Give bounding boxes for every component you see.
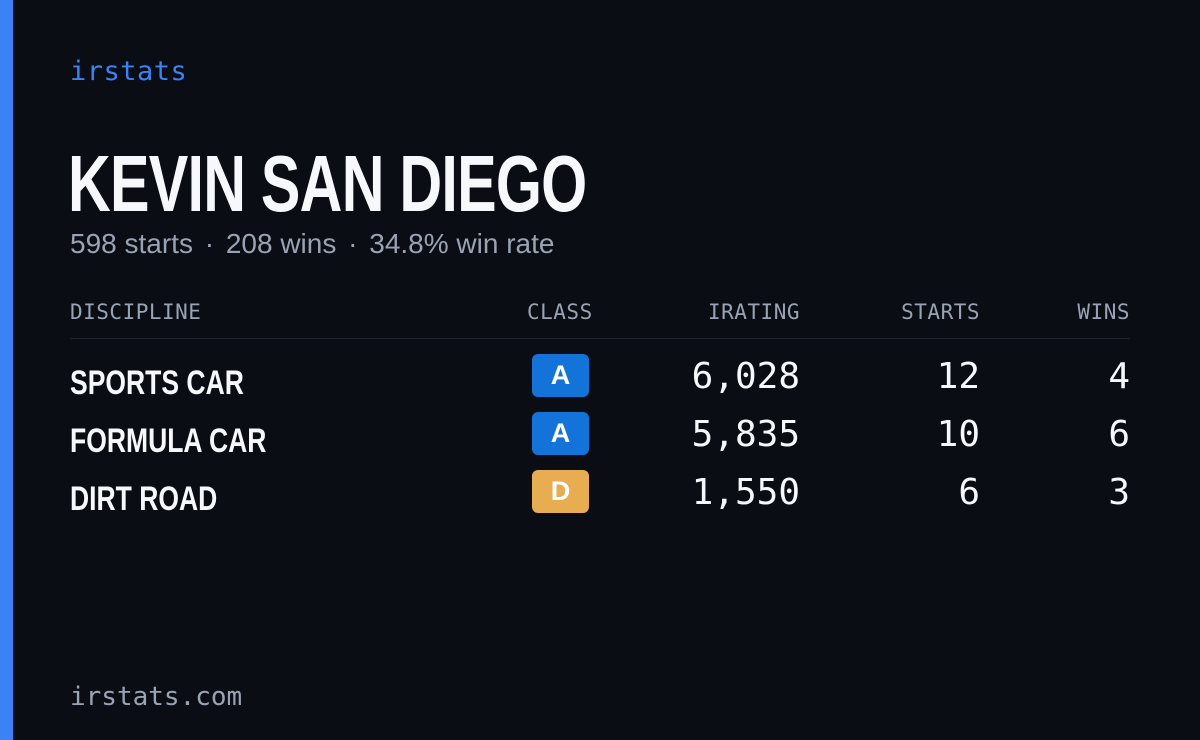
header-discipline: DISCIPLINE xyxy=(70,300,202,324)
discipline-name: FORMULA CAR xyxy=(70,422,267,460)
page-title: KEVIN SAN DIEGO xyxy=(68,139,587,228)
summary-starts: 598 starts xyxy=(70,228,193,259)
irating-value: 5,835 xyxy=(691,414,800,455)
table-header: DISCIPLINE CLASS IRATING STARTS WINS xyxy=(70,300,1130,339)
discipline-name: DIRT ROAD xyxy=(70,480,218,518)
starts-value: 12 xyxy=(936,356,980,397)
discipline-name: SPORTS CAR xyxy=(70,364,244,402)
driver-summary: 598 starts · 208 wins · 34.8% win rate xyxy=(70,228,554,260)
accent-bar xyxy=(0,0,13,740)
irating-value: 6,028 xyxy=(691,356,800,397)
summary-separator: · xyxy=(204,228,215,259)
table-row: FORMULA CAR A 5,835 10 6 xyxy=(70,412,1130,462)
irating-value: 1,550 xyxy=(691,472,800,513)
table-row: DIRT ROAD D 1,550 6 3 xyxy=(70,470,1130,520)
wins-value: 3 xyxy=(1108,472,1130,513)
wins-value: 6 xyxy=(1108,414,1130,455)
header-class: CLASS xyxy=(527,300,593,324)
class-badge: A xyxy=(532,412,589,455)
header-irating: IRATING xyxy=(707,300,800,324)
starts-value: 6 xyxy=(958,472,980,513)
starts-value: 10 xyxy=(936,414,980,455)
class-badge: D xyxy=(532,470,589,513)
summary-wins: 208 wins xyxy=(225,228,337,259)
footer-url: irstats.com xyxy=(70,682,243,712)
brand-logo: irstats xyxy=(70,56,188,87)
summary-win-rate: 34.8% win rate xyxy=(369,228,555,259)
header-starts: STARTS xyxy=(901,300,980,324)
class-badge: A xyxy=(532,354,589,397)
wins-value: 4 xyxy=(1108,356,1130,397)
header-wins: WINS xyxy=(1077,300,1130,324)
summary-separator: · xyxy=(348,228,358,259)
table-row: SPORTS CAR A 6,028 12 4 xyxy=(70,354,1130,404)
